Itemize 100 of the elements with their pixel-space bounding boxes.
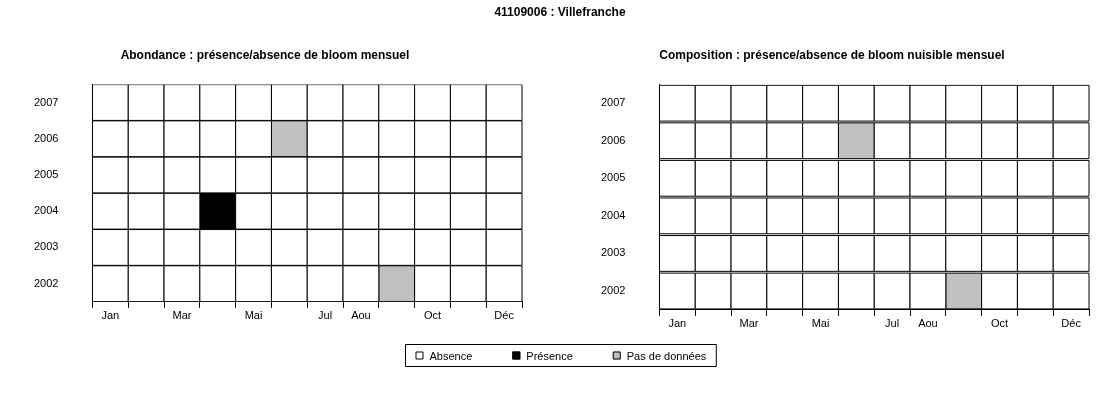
point (730, 197, 768, 235)
point (1052, 122, 1090, 160)
point (658, 122, 696, 160)
point (1016, 272, 1054, 310)
point (730, 272, 768, 310)
point (909, 122, 947, 160)
point (694, 272, 732, 310)
point (1016, 84, 1054, 122)
point (199, 229, 237, 266)
point (342, 156, 380, 194)
x-tick-label: Jul (318, 309, 333, 322)
point (1052, 235, 1090, 272)
point (378, 120, 416, 158)
point (873, 235, 911, 272)
point (1016, 197, 1054, 235)
point (235, 120, 272, 158)
point (163, 265, 201, 302)
point (873, 122, 911, 160)
point (199, 120, 237, 158)
point (485, 84, 523, 121)
point (837, 122, 875, 160)
point (873, 272, 911, 310)
x-tick-label: Mai (811, 317, 830, 330)
point (837, 235, 875, 272)
point (342, 265, 380, 302)
point (945, 272, 983, 310)
point (730, 84, 768, 122)
x-tick-label: Jan (668, 317, 687, 330)
point (981, 197, 1018, 235)
x-tick-label: Aou (918, 317, 938, 330)
point (127, 120, 165, 158)
point (658, 84, 696, 122)
point (414, 265, 451, 302)
point (235, 192, 272, 230)
point (485, 229, 523, 266)
point (270, 265, 308, 302)
point (981, 235, 1018, 272)
y-tick-label: 2003 (600, 246, 626, 259)
point (449, 192, 487, 230)
text: 41109006 : Villefranche (494, 5, 626, 20)
chart-title: Composition : présence/absence de bloom nuisible mensuel (659, 47, 1005, 62)
point (127, 192, 165, 230)
point (414, 120, 451, 158)
x-tick-label: Déc (494, 309, 515, 322)
point (730, 159, 768, 197)
y-tick-label: 2006 (600, 133, 626, 146)
point (91, 84, 129, 121)
point (694, 84, 732, 122)
point (485, 192, 523, 230)
point (1016, 235, 1054, 272)
point (199, 84, 237, 121)
point (945, 84, 983, 122)
point (91, 156, 129, 194)
point (802, 272, 839, 310)
point (837, 272, 875, 310)
point (909, 159, 947, 197)
point (91, 229, 129, 266)
point (163, 156, 201, 194)
x-tick-label: Mar (172, 309, 192, 322)
point (658, 235, 696, 272)
point (91, 192, 129, 230)
point (485, 120, 523, 158)
point (766, 197, 804, 235)
x-tick-label: Mai (244, 309, 263, 322)
point (163, 84, 201, 121)
point (342, 229, 380, 266)
point (873, 159, 911, 197)
point (909, 272, 947, 310)
point (694, 122, 732, 160)
point (414, 229, 451, 266)
point (981, 84, 1018, 122)
point (981, 159, 1018, 197)
point (270, 192, 308, 230)
point (306, 192, 344, 230)
point (306, 84, 344, 121)
point (342, 192, 380, 230)
point (235, 84, 272, 121)
point (127, 156, 165, 194)
point (378, 192, 416, 230)
point (873, 84, 911, 122)
point (981, 122, 1018, 160)
point (909, 197, 947, 235)
point (414, 156, 451, 194)
point (1052, 159, 1090, 197)
point (306, 229, 344, 266)
y-tick-label: 2002 (33, 276, 59, 289)
x-tick-label: Mar (739, 317, 759, 330)
point (766, 122, 804, 160)
point (270, 156, 308, 194)
point (658, 272, 696, 310)
point (981, 272, 1018, 310)
point (694, 235, 732, 272)
y-tick-label: 2002 (600, 284, 626, 297)
point (945, 235, 983, 272)
point (945, 122, 983, 160)
chart-title: Abondance : présence/absence de bloom mensuel (120, 47, 410, 62)
point (802, 235, 839, 272)
point (163, 229, 201, 266)
y-tick-label: 2007 (600, 96, 626, 109)
point (909, 84, 947, 122)
